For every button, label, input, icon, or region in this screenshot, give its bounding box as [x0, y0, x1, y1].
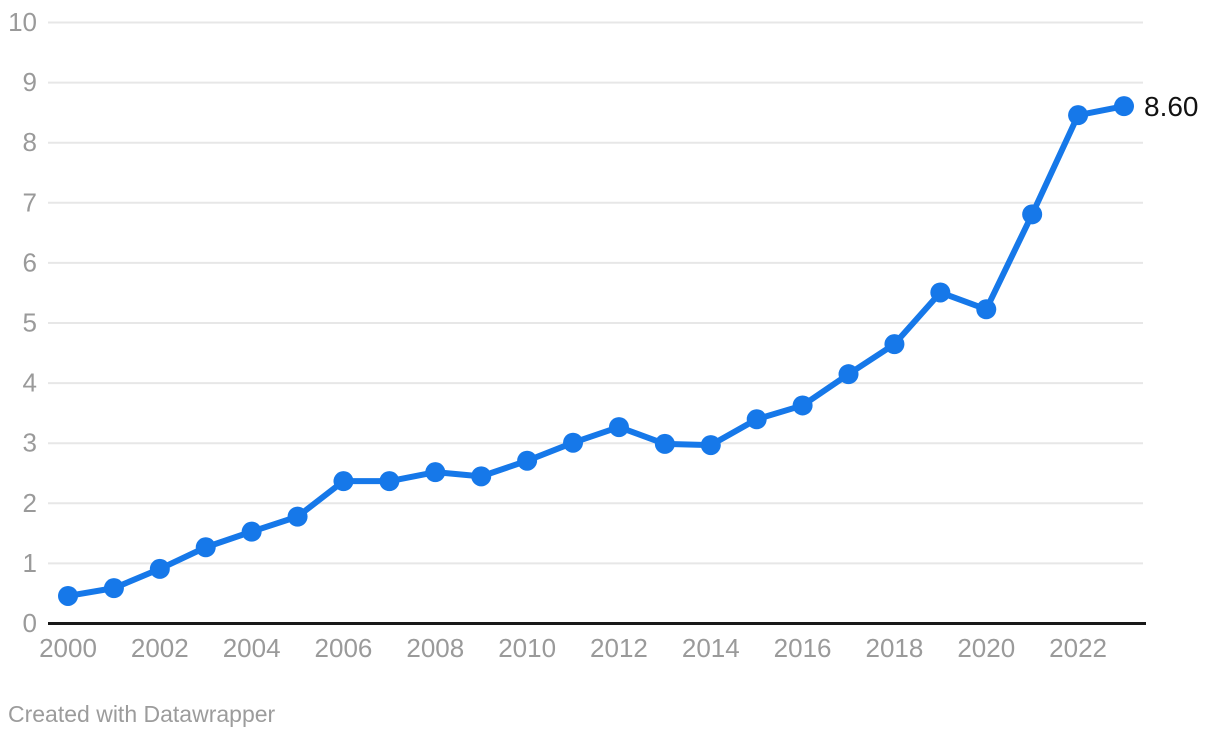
y-axis-tick-label: 5 [23, 308, 37, 338]
data-point-2009 [471, 466, 492, 487]
y-axis-tick-label: 2 [23, 488, 37, 518]
x-axis-tick-label: 2002 [131, 633, 189, 663]
data-point-2019 [930, 282, 951, 303]
data-point-2012 [608, 417, 629, 438]
x-axis-tick-label: 2014 [682, 633, 740, 663]
line-chart: 0 1 2 3 4 5 6 7 8 9 10 2000 2002 2004 2006 2008 2010 2012… [8, 7, 1199, 663]
x-axis-tick-label: 2020 [957, 633, 1015, 663]
x-axis-tick-label: 2004 [223, 633, 281, 663]
data-point-2013 [654, 433, 675, 454]
y-axis-tick-label: 7 [23, 187, 37, 217]
series-line [65, 103, 1127, 599]
data-point-2002 [149, 558, 170, 579]
x-axis-tick-label: 2012 [590, 633, 648, 663]
x-axis-tick-label: 2018 [866, 633, 924, 663]
y-axis-tick-label: 1 [23, 548, 37, 578]
data-point-2017 [838, 364, 859, 385]
data-point-2004 [241, 521, 262, 542]
end-value-label: 8.60 [1144, 91, 1199, 122]
x-axis-tick-label: 2016 [774, 633, 832, 663]
data-point-2003 [195, 537, 216, 558]
data-point-2023 [1114, 96, 1134, 117]
data-point-2010 [517, 450, 538, 471]
x-axis-tick-label: 2022 [1049, 633, 1107, 663]
y-axis-tick-label: 9 [23, 67, 37, 97]
data-point-2014 [700, 435, 721, 456]
data-point-2021 [1022, 204, 1043, 225]
data-point-2006 [333, 471, 354, 492]
x-axis-tick-label: 2000 [39, 633, 97, 663]
data-point-2008 [425, 462, 446, 483]
x-axis-tick-label: 2010 [498, 633, 556, 663]
y-axis-tick-label: 3 [23, 428, 37, 458]
data-point-2020 [976, 299, 997, 320]
data-point-2018 [884, 334, 905, 355]
y-axis-tick-label: 8 [23, 127, 37, 157]
y-axis-tick-label: 10 [8, 7, 37, 37]
data-point-2005 [287, 506, 308, 527]
datawrapper-attribution-link[interactable]: Created with Datawrapper [8, 701, 276, 727]
x-axis-tick-label: 2008 [406, 633, 464, 663]
data-point-2015 [746, 409, 767, 430]
data-point-2007 [379, 471, 400, 492]
data-point-2016 [792, 395, 813, 416]
x-axis-tick-label: 2006 [315, 633, 373, 663]
y-axis-tick-label: 4 [23, 368, 37, 398]
y-axis-tick-label: 0 [23, 608, 37, 638]
data-point-2001 [103, 578, 124, 599]
y-axis-tick-label: 6 [23, 247, 37, 277]
data-point-2011 [563, 432, 584, 453]
data-point-2022 [1068, 105, 1089, 126]
data-point-2000 [58, 585, 78, 606]
